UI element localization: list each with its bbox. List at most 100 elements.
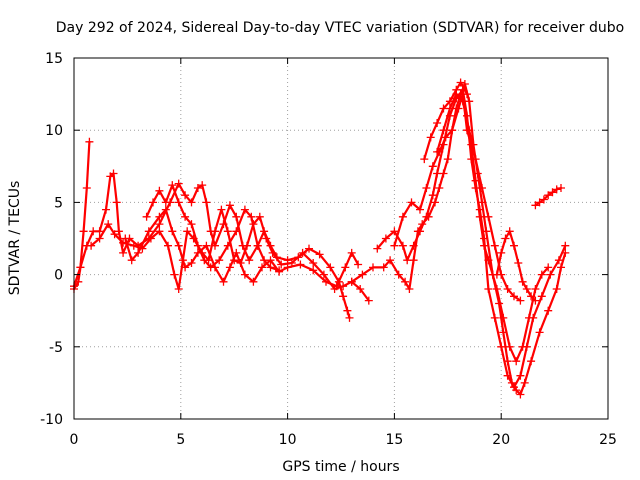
data-point-marker xyxy=(505,227,514,236)
x-tick-label: 25 xyxy=(599,432,617,448)
data-point-marker xyxy=(217,205,226,214)
data-point-marker xyxy=(277,260,286,269)
data-point-marker xyxy=(187,198,196,207)
data-point-marker xyxy=(471,155,480,164)
data-point-marker xyxy=(232,227,241,236)
data-point-marker xyxy=(149,198,157,207)
data-point-marker xyxy=(345,313,354,322)
data-point-marker xyxy=(518,342,527,351)
data-point-marker xyxy=(505,342,514,351)
data-point-marker xyxy=(225,263,234,272)
data-point-marker xyxy=(356,285,365,293)
data-point-marker xyxy=(258,263,266,272)
data-point-marker xyxy=(296,260,305,269)
data-point-marker xyxy=(211,227,219,236)
data-point-marker xyxy=(305,244,313,253)
data-point-marker xyxy=(465,126,474,135)
data-point-marker xyxy=(433,147,442,156)
data-point-marker xyxy=(518,277,527,286)
data-point-marker xyxy=(394,270,403,279)
data-point-marker xyxy=(386,256,395,265)
y-tick-labels: -10 -5 0 5 10 15 xyxy=(40,51,63,428)
data-point-marker xyxy=(452,85,461,94)
data-point-marker xyxy=(155,186,164,195)
data-point-marker xyxy=(202,241,211,250)
data-point-marker xyxy=(339,292,348,301)
data-point-marker xyxy=(174,285,183,293)
data-point-marker xyxy=(127,256,136,265)
data-point-marker xyxy=(557,263,565,272)
data-point-marker xyxy=(243,241,251,250)
data-point-marker xyxy=(168,181,177,190)
data-point-marker xyxy=(373,244,382,253)
data-point-marker xyxy=(546,270,555,279)
data-point-marker xyxy=(456,78,465,87)
data-point-marker xyxy=(458,97,467,106)
data-point-marker xyxy=(448,126,457,135)
series-trace xyxy=(90,208,370,302)
data-point-marker xyxy=(535,198,544,207)
data-point-marker xyxy=(247,212,256,221)
data-series-layer xyxy=(70,78,570,399)
data-point-marker xyxy=(85,137,94,146)
data-point-marker xyxy=(416,227,424,236)
data-point-marker xyxy=(510,292,518,301)
data-point-marker xyxy=(503,371,512,380)
data-point-marker xyxy=(155,227,164,236)
data-point-marker xyxy=(187,259,196,267)
y-axis-title: SDTVAR / TECUs xyxy=(7,181,23,296)
data-point-marker xyxy=(110,230,119,239)
data-point-marker xyxy=(514,259,523,267)
data-point-marker xyxy=(79,227,88,236)
data-point-marker xyxy=(114,227,123,236)
data-point-marker xyxy=(283,263,292,272)
data-point-marker xyxy=(134,248,143,257)
data-point-marker xyxy=(309,266,318,275)
data-point-marker xyxy=(343,306,352,315)
data-point-marker xyxy=(183,227,192,236)
data-point-marker xyxy=(527,292,536,301)
data-point-marker xyxy=(544,263,553,272)
data-point-marker xyxy=(407,198,416,207)
data-point-marker xyxy=(428,191,437,200)
data-point-marker xyxy=(420,155,429,164)
data-point-marker xyxy=(516,390,525,399)
data-point-marker xyxy=(561,241,570,250)
data-point-marker xyxy=(422,212,431,221)
data-point-marker xyxy=(390,227,399,236)
x-axis-title: GPS time / hours xyxy=(282,459,399,475)
data-point-marker xyxy=(398,212,407,221)
data-point-marker xyxy=(552,285,561,293)
data-point-marker xyxy=(129,241,138,250)
data-point-marker xyxy=(174,241,183,250)
data-point-marker xyxy=(484,212,493,221)
data-point-marker xyxy=(223,227,232,236)
data-point-marker xyxy=(225,201,234,210)
y-tick-label: -5 xyxy=(49,340,63,356)
data-point-marker xyxy=(82,184,91,192)
data-point-marker xyxy=(206,263,215,272)
data-point-marker xyxy=(161,205,170,214)
data-point-marker xyxy=(95,227,104,236)
data-point-marker xyxy=(525,313,533,322)
data-point-marker xyxy=(409,241,418,250)
x-tick-label: 20 xyxy=(492,432,510,448)
data-point-marker xyxy=(454,104,463,113)
data-point-marker xyxy=(253,241,262,250)
data-point-marker xyxy=(554,256,563,265)
data-point-marker xyxy=(232,248,241,257)
chart-title: Day 292 of 2024, Sidereal Day-to-day VTE… xyxy=(56,20,624,36)
data-point-marker xyxy=(260,256,269,265)
data-point-marker xyxy=(174,198,183,207)
data-point-marker xyxy=(181,191,190,200)
data-point-marker xyxy=(332,282,341,291)
data-point-marker xyxy=(109,169,118,178)
data-point-marker xyxy=(121,234,130,243)
x-tick-label: 0 xyxy=(70,432,79,448)
data-point-marker xyxy=(439,104,448,113)
data-point-marker xyxy=(490,241,499,250)
data-point-marker xyxy=(544,306,553,315)
data-point-marker xyxy=(439,126,448,135)
data-point-marker xyxy=(104,220,113,229)
data-point-marker xyxy=(471,176,480,185)
